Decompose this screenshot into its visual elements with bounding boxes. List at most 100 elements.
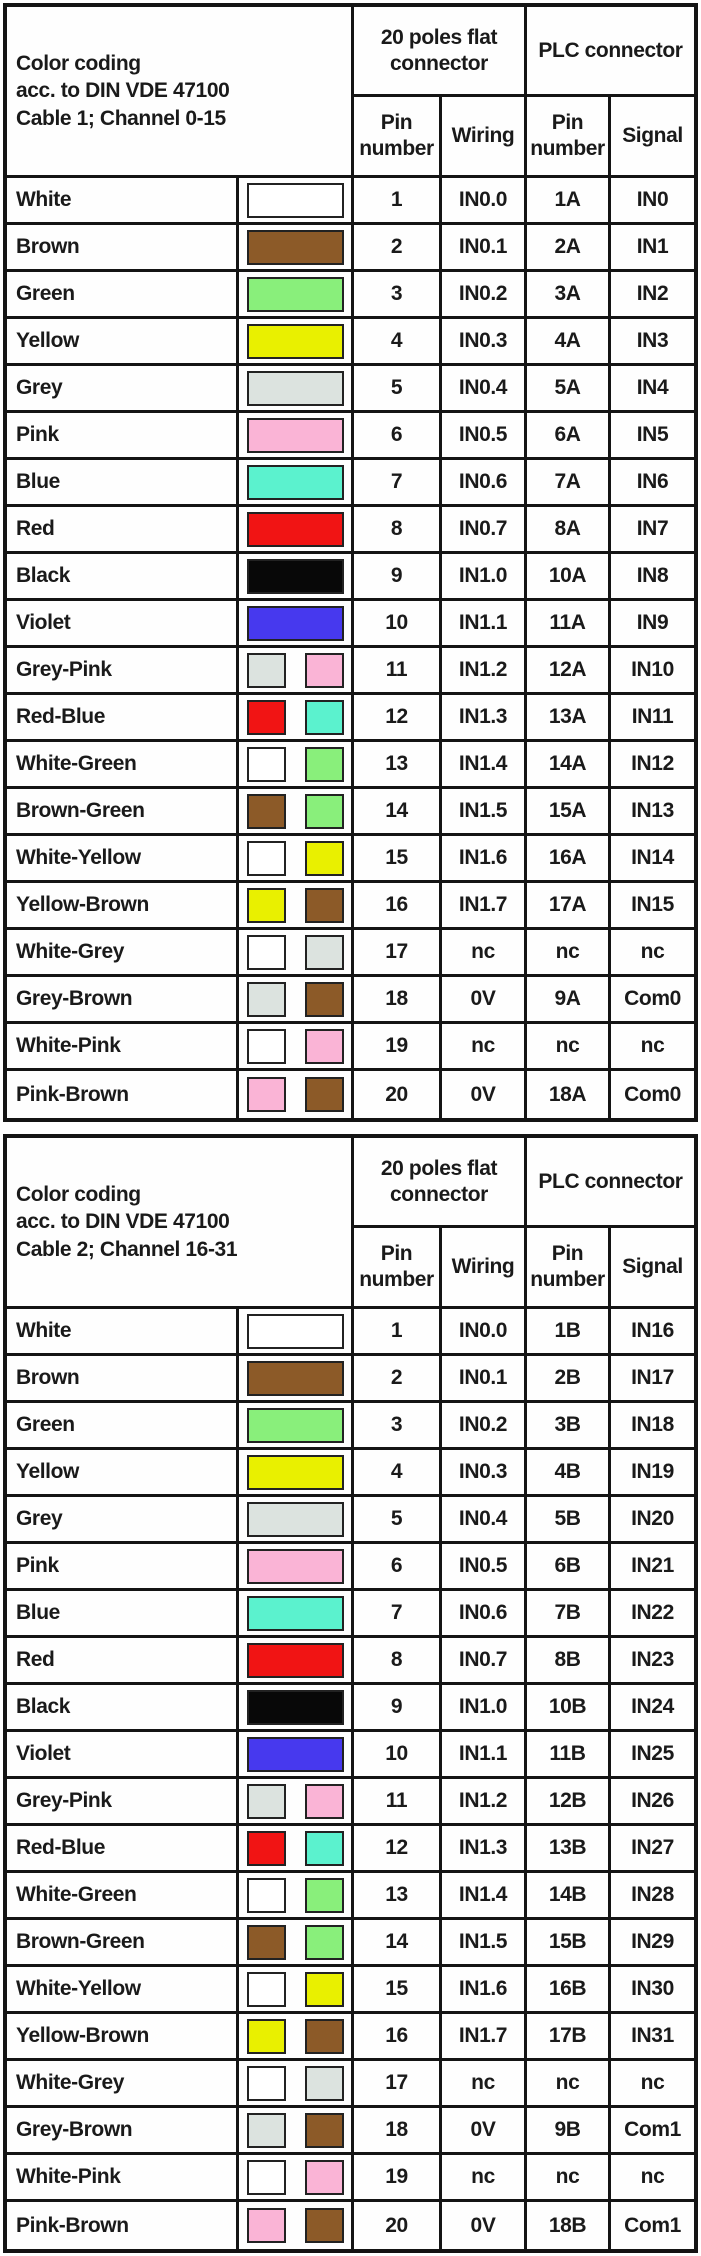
plc-pin-number-cell: 2B xyxy=(527,1356,611,1403)
wiring-cell: IN1.5 xyxy=(442,789,527,836)
signal-cell: IN19 xyxy=(611,1450,694,1497)
plc-pin-number-cell: 7A xyxy=(527,460,611,507)
color-name-cell: White-Green xyxy=(7,742,239,789)
color-swatch-cell xyxy=(239,319,354,366)
wiring-table: Color coding acc. to DIN VDE 47100 Cable 2… xyxy=(3,1134,698,2253)
color-swatch-green xyxy=(304,746,344,782)
color-name-cell: Violet xyxy=(7,1732,239,1779)
plc-pin-number-cell: 12B xyxy=(527,1779,611,1826)
color-swatch-group xyxy=(246,652,344,688)
color-name-cell: White xyxy=(7,178,239,225)
wiring-cell: IN0.1 xyxy=(442,1356,527,1403)
plc-pin-number-cell: 6B xyxy=(527,1544,611,1591)
color-swatch-cell xyxy=(239,554,354,601)
wiring-cell: IN1.1 xyxy=(442,1732,527,1779)
color-name-cell: Black xyxy=(7,1685,239,1732)
color-name-cell: Violet xyxy=(7,601,239,648)
column-header-plc-pin-number: Pin number xyxy=(527,97,611,178)
color-name-cell: White-Green xyxy=(7,1873,239,1920)
pin-number-cell: 12 xyxy=(354,695,442,742)
signal-cell: IN14 xyxy=(611,836,694,883)
color-swatch-group xyxy=(246,934,344,970)
wiring-cell: IN1.7 xyxy=(442,2014,527,2061)
color-swatch-group xyxy=(246,1454,344,1490)
wiring-cell: IN1.6 xyxy=(442,1967,527,2014)
color-swatch-group xyxy=(246,2208,344,2243)
pin-number-cell: 11 xyxy=(354,1779,442,1826)
color-name-cell: Green xyxy=(7,272,239,319)
color-swatch-red xyxy=(246,1830,286,1866)
pin-number-cell: 17 xyxy=(354,2061,442,2108)
signal-cell: Com0 xyxy=(611,977,694,1024)
color-swatch-blue xyxy=(246,464,344,500)
signal-cell: IN26 xyxy=(611,1779,694,1826)
color-swatch-group xyxy=(246,182,344,218)
color-swatch-black xyxy=(246,558,344,594)
color-swatch-grey xyxy=(246,2112,286,2148)
pin-number-cell: 1 xyxy=(354,178,442,225)
plc-pin-number-cell: 17A xyxy=(527,883,611,930)
table-title: Color coding acc. to DIN VDE 47100 Cable 1… xyxy=(7,7,354,178)
pin-number-cell: 6 xyxy=(354,413,442,460)
color-swatch-cell xyxy=(239,695,354,742)
color-swatch-yellow xyxy=(246,323,344,359)
color-swatch-group xyxy=(246,1360,344,1396)
color-swatch-blue xyxy=(246,1595,344,1631)
signal-cell: IN5 xyxy=(611,413,694,460)
plc-pin-number-cell: 17B xyxy=(527,2014,611,2061)
wiring-cell: 0V xyxy=(442,1071,527,1118)
pin-number-cell: 10 xyxy=(354,601,442,648)
color-swatch-group xyxy=(246,2159,344,2195)
signal-cell: IN6 xyxy=(611,460,694,507)
color-swatch-group xyxy=(246,558,344,594)
color-swatch-group xyxy=(246,1077,344,1112)
color-name-cell: White xyxy=(7,1309,239,1356)
color-swatch-cell xyxy=(239,1826,354,1873)
plc-pin-number-cell: 3B xyxy=(527,1403,611,1450)
color-swatch-pink xyxy=(304,1783,344,1819)
signal-cell: IN16 xyxy=(611,1309,694,1356)
pin-number-cell: 3 xyxy=(354,1403,442,1450)
color-swatch-grey xyxy=(246,1501,344,1537)
color-swatch-brown xyxy=(246,1924,286,1960)
color-swatch-cell xyxy=(239,1356,354,1403)
color-swatch-cell xyxy=(239,601,354,648)
color-name-cell: White-Grey xyxy=(7,2061,239,2108)
color-name-cell: White-Pink xyxy=(7,2155,239,2202)
color-swatch-black xyxy=(246,1689,344,1725)
plc-pin-number-cell: 13A xyxy=(527,695,611,742)
color-swatch-cell xyxy=(239,1685,354,1732)
color-swatch-group xyxy=(246,229,344,265)
signal-cell: IN30 xyxy=(611,1967,694,2014)
signal-cell: IN23 xyxy=(611,1638,694,1685)
color-swatch-brown xyxy=(304,981,344,1017)
color-swatch-cell xyxy=(239,2108,354,2155)
color-swatch-cell xyxy=(239,1024,354,1071)
color-swatch-white xyxy=(246,840,286,876)
signal-cell: IN28 xyxy=(611,1873,694,1920)
signal-cell: IN13 xyxy=(611,789,694,836)
color-swatch-cell xyxy=(239,272,354,319)
pin-number-cell: 5 xyxy=(354,366,442,413)
wiring-cell: IN0.3 xyxy=(442,1450,527,1497)
pin-number-cell: 6 xyxy=(354,1544,442,1591)
color-swatch-cell xyxy=(239,1497,354,1544)
color-swatch-yellow xyxy=(246,1454,344,1490)
color-swatch-brown xyxy=(304,2112,344,2148)
pin-number-cell: 18 xyxy=(354,2108,442,2155)
color-swatch-white xyxy=(246,934,286,970)
wiring-cell: IN1.0 xyxy=(442,1685,527,1732)
color-swatch-green xyxy=(246,276,344,312)
signal-cell: IN15 xyxy=(611,883,694,930)
signal-cell: IN1 xyxy=(611,225,694,272)
signal-cell: Com1 xyxy=(624,2213,681,2237)
plc-pin-number-cell: nc xyxy=(527,930,611,977)
signal-cell: IN27 xyxy=(611,1826,694,1873)
pin-number-cell: 14 xyxy=(354,1920,442,1967)
plc-pin-number-cell: 14A xyxy=(527,742,611,789)
color-swatch-pink xyxy=(304,652,344,688)
signal-cell: IN9 xyxy=(611,601,694,648)
color-swatch-blue xyxy=(304,699,344,735)
color-swatch-grey xyxy=(246,370,344,406)
